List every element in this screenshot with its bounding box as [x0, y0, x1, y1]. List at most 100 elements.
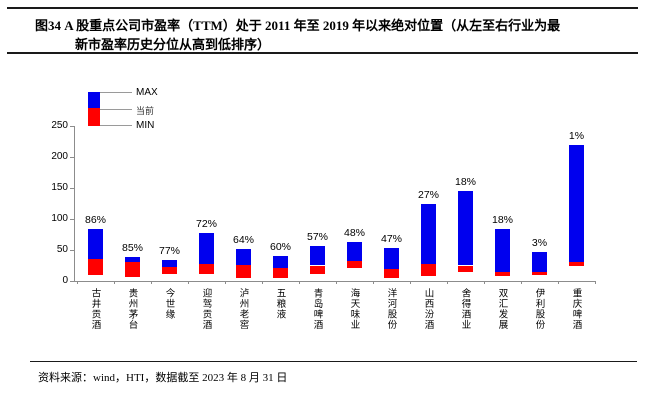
current-range-segment: [532, 271, 547, 275]
title-rule: [7, 52, 638, 54]
x-tick-mark: [558, 281, 559, 284]
y-tick-mark: [70, 157, 74, 158]
max-range-segment: [199, 233, 214, 264]
current-range-segment: [569, 261, 584, 267]
current-range-segment: [347, 260, 362, 268]
x-tick-mark: [77, 281, 78, 284]
y-tick-mark: [70, 250, 74, 251]
source-note: 资料来源：wind，HTI，数据截至 2023 年 8 月 31 日: [38, 372, 288, 384]
current-range-segment: [162, 267, 177, 274]
x-tick-mark: [336, 281, 337, 284]
y-tick-label: 150: [51, 182, 68, 193]
legend-current-label: 当前: [136, 106, 155, 116]
max-range-segment: [236, 248, 251, 265]
percentile-label: 85%: [121, 241, 143, 254]
y-tick-label: 100: [51, 213, 68, 224]
max-range-segment: [495, 228, 510, 273]
x-tick-mark: [114, 281, 115, 284]
category-label: 泸州老窖: [237, 288, 248, 330]
percentile-label: 1%: [568, 129, 585, 142]
percentile-label: 86%: [84, 213, 106, 226]
footer-rule: [30, 361, 637, 363]
y-tick-label: 200: [51, 151, 68, 162]
category-label: 五粮液: [274, 288, 285, 320]
y-tick-label: 250: [51, 120, 68, 131]
x-tick-mark: [410, 281, 411, 284]
x-tick-mark: [151, 281, 152, 284]
category-label: 山西汾酒: [422, 288, 433, 330]
x-tick-mark: [484, 281, 485, 284]
percentile-label: 47%: [380, 232, 402, 245]
category-label: 双汇发展: [496, 288, 507, 330]
percentile-label: 18%: [454, 176, 476, 189]
current-range-segment: [421, 263, 436, 277]
x-tick-mark: [373, 281, 374, 284]
current-range-segment: [384, 269, 399, 278]
x-tick-mark: [262, 281, 263, 284]
figure-title: 图34 A 股重点公司市盈率（TTM）处于 2011 年至 2019 年以来绝对…: [35, 16, 635, 54]
current-range-segment: [88, 259, 103, 275]
current-range-segment: [458, 265, 473, 273]
x-tick-mark: [299, 281, 300, 284]
y-axis-line: [74, 126, 75, 281]
category-label: 伊利股份: [533, 288, 544, 330]
current-range-segment: [273, 267, 288, 278]
category-label: 洋河股份: [385, 288, 396, 330]
legend-min-label: MIN: [136, 120, 155, 131]
legend-min-line: [100, 125, 132, 126]
legend-current-swatch: [88, 108, 100, 126]
category-label: 贵州茅台: [126, 288, 137, 330]
current-range-segment: [199, 263, 214, 274]
x-tick-mark: [225, 281, 226, 284]
x-tick-mark: [595, 281, 596, 284]
pe-range-chart: 0 50 100 150 200 250 86% 85% 77% 72% 64% 60% 57% 48%…: [0, 60, 651, 360]
y-tick-mark: [70, 281, 74, 282]
category-label: 重庆啤酒: [570, 288, 581, 330]
percentile-label: 72%: [195, 218, 217, 231]
percentile-label: 64%: [232, 233, 254, 246]
percentile-label: 27%: [417, 188, 439, 201]
category-label: 迎驾贡酒: [200, 288, 211, 330]
percentile-label: 60%: [269, 241, 291, 254]
category-label: 青岛啤酒: [311, 288, 322, 330]
percentile-label: 48%: [343, 226, 365, 239]
y-tick-label: 0: [62, 275, 68, 286]
max-range-segment: [125, 256, 140, 263]
current-range-segment: [495, 272, 510, 277]
max-range-segment: [384, 247, 399, 270]
category-label: 海天味业: [348, 288, 359, 330]
x-tick-mark: [447, 281, 448, 284]
x-axis-line: [74, 281, 595, 282]
current-range-segment: [310, 265, 325, 275]
percentile-label: 3%: [531, 237, 548, 250]
percentile-label: 57%: [306, 231, 328, 244]
category-label: 古井贡酒: [89, 288, 100, 330]
figure-title-line1: 图34 A 股重点公司市盈率（TTM）处于 2011 年至 2019 年以来绝对…: [35, 18, 561, 33]
max-range-segment: [458, 191, 473, 266]
max-range-segment: [421, 203, 436, 264]
current-range-segment: [236, 264, 251, 278]
max-range-segment: [162, 259, 177, 268]
max-range-segment: [273, 256, 288, 268]
x-tick-mark: [188, 281, 189, 284]
max-range-segment: [347, 241, 362, 261]
legend-max-label: MAX: [136, 87, 158, 98]
y-tick-mark: [70, 126, 74, 127]
top-rule: [7, 7, 638, 9]
legend-current-line: [100, 109, 132, 110]
legend-max-line: [100, 92, 132, 93]
figure-title-line2: 新市盈率历史分位从高到低排序）: [75, 37, 271, 52]
y-tick-label: 50: [56, 244, 68, 255]
max-range-segment: [88, 228, 103, 260]
y-tick-mark: [70, 219, 74, 220]
x-tick-mark: [521, 281, 522, 284]
y-tick-mark: [70, 188, 74, 189]
max-range-segment: [532, 252, 547, 272]
category-label: 舍得酒业: [459, 288, 470, 330]
max-range-segment: [569, 144, 584, 262]
percentile-label: 18%: [491, 213, 513, 226]
current-range-segment: [125, 262, 140, 277]
percentile-label: 77%: [158, 244, 180, 257]
category-label: 今世缘: [163, 288, 174, 320]
max-range-segment: [310, 246, 325, 266]
